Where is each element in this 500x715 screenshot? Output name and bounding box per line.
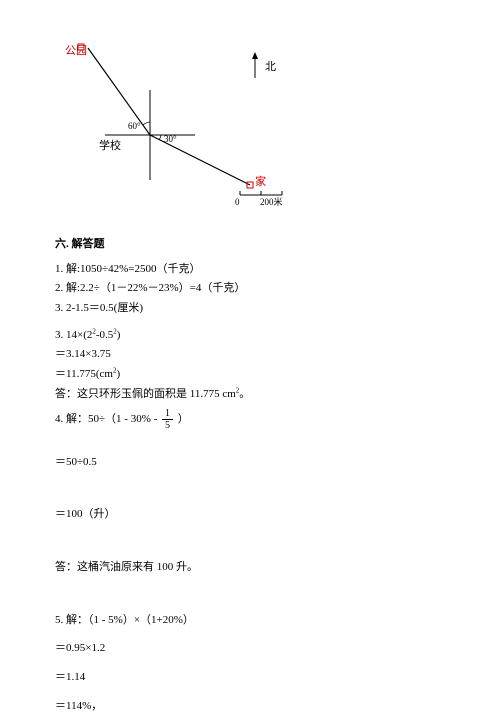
q4b: ＝50÷0.5 (55, 453, 445, 472)
q3b-mid: -0.5 (96, 329, 113, 341)
q1: 1. 解:1050÷42%=2500（千克） (55, 260, 445, 279)
q5c: ＝1.14 (55, 668, 445, 687)
q3e-suffix: 。 (239, 388, 250, 400)
q4a: 4. 解：50÷（1 - 30% - 15 ） (55, 408, 445, 431)
fraction: 15 (162, 408, 173, 431)
q3c: ＝3.14×3.75 (55, 345, 445, 364)
q3b-suffix: ) (117, 329, 121, 341)
q3d-suffix: ) (116, 368, 120, 380)
section-title: 六. 解答题 (55, 235, 445, 254)
label-scale200: 200米 (260, 195, 283, 210)
q3d-prefix: ＝11.775(cm (55, 368, 113, 380)
direction-diagram: 公园 北 学校 60° 30° 家 0 200米 (65, 40, 295, 215)
q3a: 3. 2-1.5＝0.5(厘米) (55, 299, 445, 318)
label-school: 学校 (99, 137, 121, 156)
q4d: 答：这桶汽油原来有 100 升。 (55, 558, 445, 577)
q3e: 答：这只环形玉佩的面积是 11.775 cm2。 (55, 385, 445, 404)
frac-num: 1 (162, 408, 173, 420)
q3b: 3. 14×(22-0.52) (55, 326, 445, 345)
q5a: 5. 解：（1 - 5%）×（1+20%） (55, 611, 445, 630)
label-scale0: 0 (235, 195, 240, 210)
label-home: 家 (255, 173, 266, 192)
frac-den: 5 (162, 420, 173, 431)
q4a-suffix: ） (175, 413, 189, 425)
q3b-prefix: 3. 14×(2 (55, 329, 92, 341)
label-angle60: 60° (128, 119, 141, 134)
label-north: 北 (265, 58, 276, 77)
q3e-prefix: 答：这只环形玉佩的面积是 11.775 cm (55, 388, 236, 400)
q3d: ＝11.775(cm2) (55, 365, 445, 384)
q4a-prefix: 4. 解：50÷（1 - 30% - (55, 413, 160, 425)
q5b: ＝0.95×1.2 (55, 639, 445, 658)
label-angle30: 30° (164, 132, 177, 147)
q4c: ＝100（升） (55, 505, 445, 524)
q5d: ＝114%， (55, 697, 445, 715)
q2: 2. 解:2.2÷（1－22%－23%）=4（千克） (55, 279, 445, 298)
label-park: 公园 (65, 42, 87, 61)
